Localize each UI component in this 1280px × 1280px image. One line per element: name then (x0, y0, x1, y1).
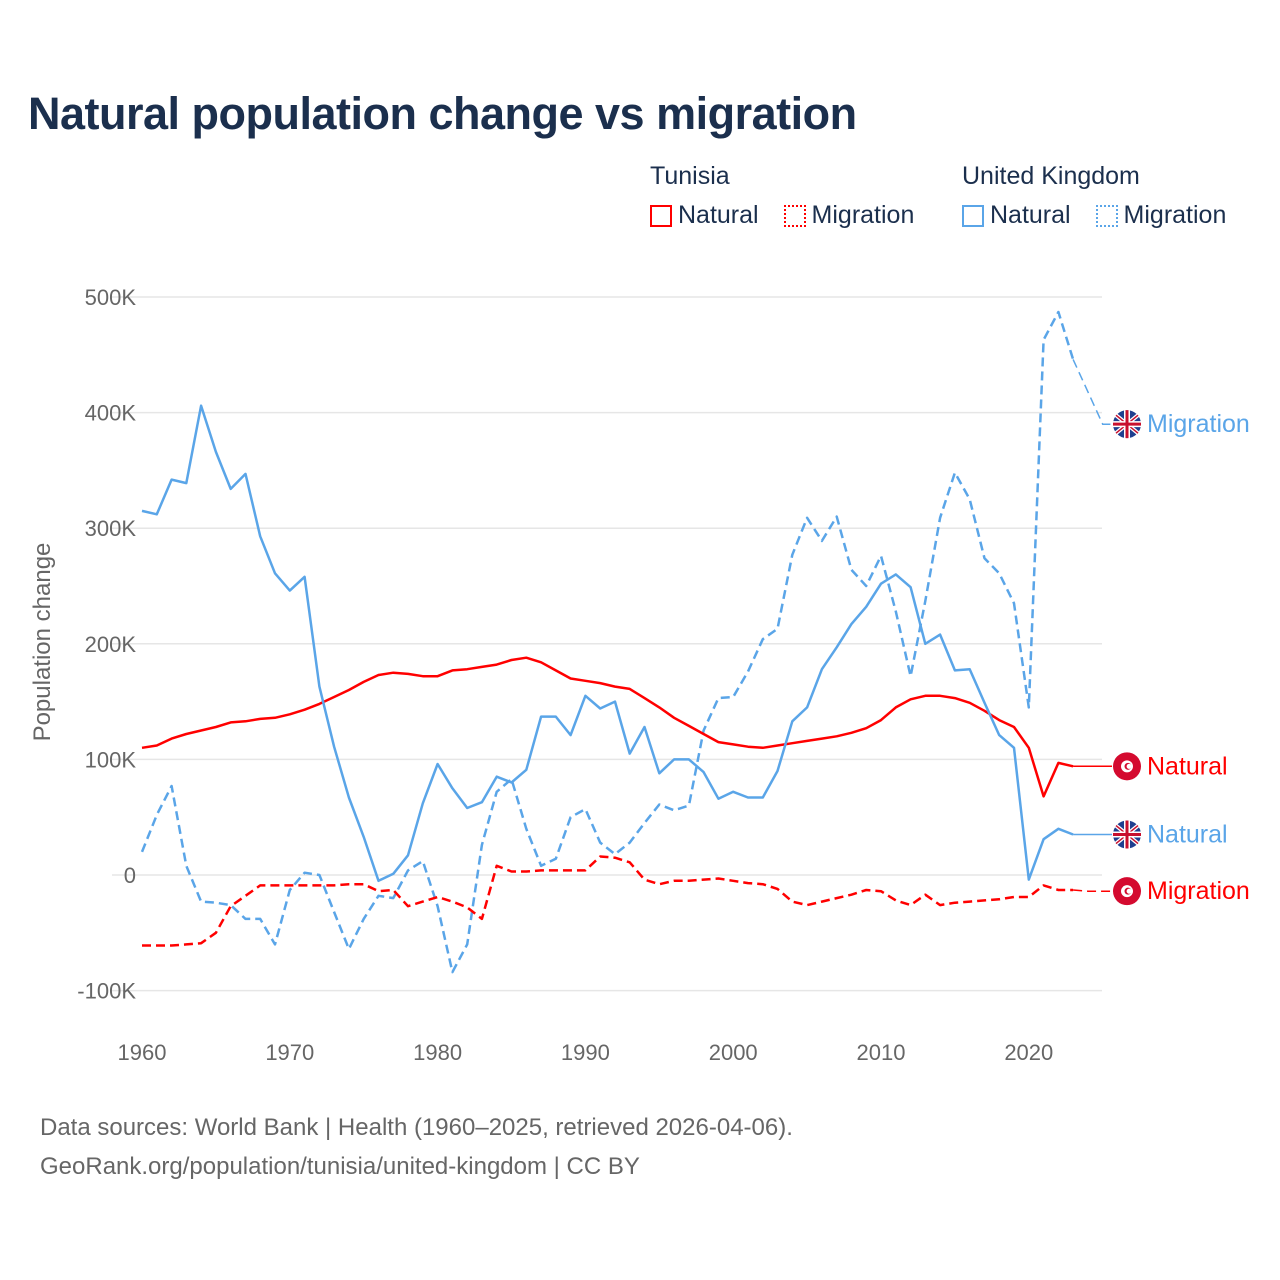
series-projection-line (1073, 889, 1112, 892)
y-tick-label: 500K (85, 285, 137, 310)
uk-flag-icon (1113, 410, 1141, 439)
legend-item-uk-natural[interactable]: Natural (962, 201, 1071, 230)
legend-item-tunisia-migration[interactable]: Migration (783, 201, 915, 230)
x-tick-label: 1960 (118, 1040, 167, 1065)
series-end-label: Migration (1147, 410, 1250, 438)
series-line-tunisia-migration (142, 855, 1074, 947)
legend-label: Migration (811, 201, 915, 229)
y-tick-label: 200K (85, 632, 137, 657)
x-tick-label: 1970 (265, 1040, 314, 1065)
series-end-label: Natural (1147, 821, 1228, 849)
legend-label: Migration (1123, 201, 1227, 229)
y-tick-label: 100K (85, 747, 137, 772)
y-tick-label: 400K (85, 401, 137, 426)
tunisia-flag-icon (1113, 752, 1141, 781)
y-tick-label: 0 (124, 863, 136, 888)
y-tick-label: -100K (77, 979, 136, 1004)
series-projection-line (1072, 359, 1112, 425)
x-tick-label: 2020 (1004, 1040, 1053, 1065)
legend-group-tunisia: Tunisia Natural Migration (650, 162, 932, 234)
data-source-text: Data sources: World Bank | Health (1960–… (40, 1114, 793, 1141)
series-line-united-kingdom-natural (141, 404, 1074, 883)
legend-group-uk: United Kingdom Natural Migration (962, 162, 1226, 234)
solid-swatch-icon (962, 204, 984, 227)
legend-group-name: Tunisia (650, 162, 730, 190)
legend-group-name: United Kingdom (962, 162, 1140, 190)
series-line-united-kingdom-migration (140, 310, 1075, 974)
tunisia-flag-icon (1113, 877, 1141, 906)
y-tick-label: 300K (85, 516, 137, 541)
series-end-label: Migration (1147, 877, 1250, 905)
x-tick-label: 2000 (709, 1040, 758, 1065)
x-tick-label: 1990 (561, 1040, 610, 1065)
chart-title: Natural population change vs migration (28, 88, 857, 139)
legend-item-uk-migration[interactable]: Migration (1095, 201, 1227, 230)
dotted-swatch-icon (783, 204, 806, 227)
series-line-tunisia-natural (141, 656, 1074, 798)
attribution-text: GeoRank.org/population/tunisia/united-ki… (40, 1153, 640, 1180)
legend-label: Natural (678, 201, 759, 229)
footer: Data sources: World Bank | Health (1960–… (40, 1108, 793, 1186)
solid-swatch-icon (650, 204, 672, 227)
series-end-label: Natural (1147, 752, 1228, 780)
y-axis-label: Population change (29, 543, 56, 742)
x-tick-label: 2010 (857, 1040, 906, 1065)
x-tick-label: 1980 (413, 1040, 462, 1065)
legend-label: Natural (990, 201, 1071, 229)
uk-flag-icon (1113, 820, 1141, 849)
legend-item-tunisia-natural[interactable]: Natural (650, 201, 759, 230)
dotted-swatch-icon (1095, 204, 1118, 227)
